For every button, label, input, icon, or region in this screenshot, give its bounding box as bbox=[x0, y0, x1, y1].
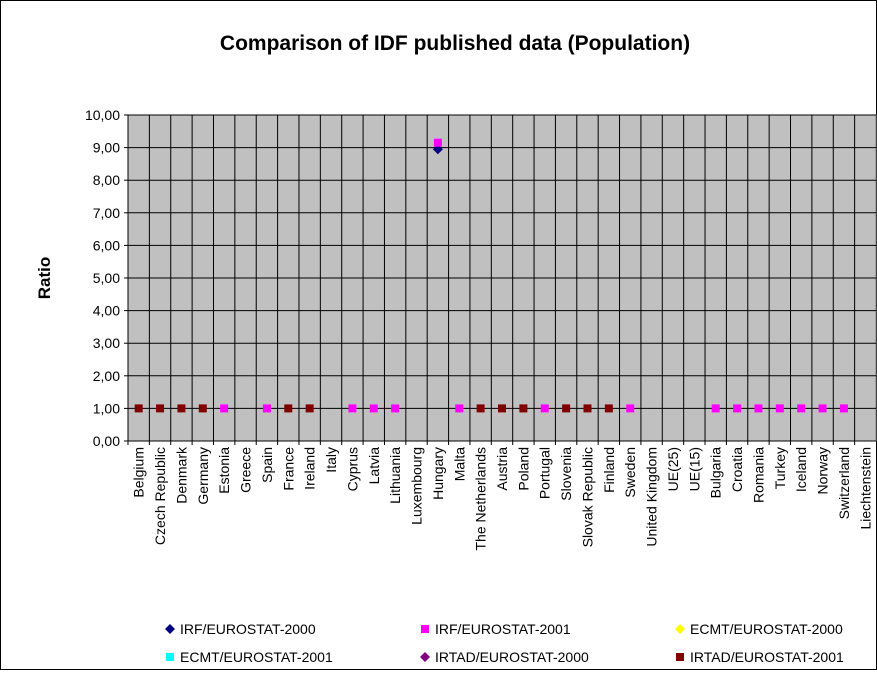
marker bbox=[711, 404, 720, 413]
x-tick-label: Slovenia bbox=[558, 447, 574, 501]
legend-label: IRTAD/EUROSTAT-2001 bbox=[690, 649, 844, 665]
legend-marker bbox=[420, 652, 430, 662]
marker bbox=[498, 404, 506, 413]
x-tick-label: Ireland bbox=[302, 447, 318, 490]
y-tick-label: 6,00 bbox=[93, 237, 120, 253]
legend-label: ECMT/EUROSTAT-2000 bbox=[690, 621, 843, 637]
marker bbox=[519, 404, 528, 413]
marker bbox=[604, 404, 613, 413]
x-tick-label: Croatia bbox=[729, 447, 745, 492]
x-tick-label: Luxembourg bbox=[409, 447, 425, 525]
legend-label: IRF/EUROSTAT-2000 bbox=[180, 621, 316, 637]
x-tick-label: Liechtenstein bbox=[857, 447, 873, 530]
x-tick-label: Turkey bbox=[772, 447, 788, 489]
marker bbox=[754, 404, 763, 413]
marker bbox=[476, 404, 485, 413]
marker bbox=[455, 404, 464, 413]
y-tick-label: 9,00 bbox=[93, 140, 120, 156]
marker bbox=[220, 404, 229, 413]
y-tick-label: 5,00 bbox=[93, 270, 120, 286]
chart-title: Comparison of IDF published data (Popula… bbox=[220, 32, 690, 55]
x-tick-label: UE(25) bbox=[665, 447, 681, 491]
y-tick-label: 10,00 bbox=[85, 107, 120, 123]
y-axis-label: Ratio bbox=[35, 257, 54, 300]
x-tick-label: Austria bbox=[494, 447, 510, 491]
legend-marker bbox=[675, 624, 685, 634]
y-tick-label: 8,00 bbox=[93, 172, 120, 188]
marker bbox=[626, 404, 635, 413]
x-tick-label: Norway bbox=[815, 447, 831, 494]
marker bbox=[432, 144, 443, 155]
x-tick-label: Romania bbox=[750, 447, 766, 503]
marker bbox=[198, 404, 207, 413]
y-tick-label: 1,00 bbox=[93, 400, 120, 416]
marker bbox=[797, 404, 806, 413]
x-tick-label: Latvia bbox=[366, 447, 382, 485]
x-tick-label: Denmark bbox=[173, 446, 189, 504]
marker bbox=[262, 404, 271, 413]
x-tick-label: Lithuania bbox=[387, 447, 403, 504]
marker bbox=[839, 404, 848, 413]
x-tick-label: Slovak Republic bbox=[579, 447, 595, 547]
legend-label: IRF/EUROSTAT-2001 bbox=[435, 621, 571, 637]
x-tick-label: The Netherlands bbox=[473, 447, 489, 551]
x-tick-label: France bbox=[280, 447, 296, 491]
x-tick-label: Bulgaria bbox=[708, 447, 724, 499]
marker bbox=[562, 404, 571, 413]
x-tick-label: Portugal bbox=[537, 447, 553, 499]
legend-label: ECMT/EUROSTAT-2001 bbox=[180, 649, 333, 665]
legend-marker bbox=[166, 653, 174, 661]
x-tick-label: Cyprus bbox=[344, 447, 360, 491]
legend-marker bbox=[676, 653, 684, 661]
marker bbox=[305, 404, 314, 413]
x-tick-label: Hungary bbox=[430, 447, 446, 500]
x-tick-label: Italy bbox=[323, 447, 339, 473]
x-tick-label: Poland bbox=[515, 447, 531, 491]
marker bbox=[818, 404, 827, 413]
y-tick-label: 3,00 bbox=[93, 335, 120, 351]
x-tick-label: Sweden bbox=[622, 447, 638, 498]
y-tick-label: 0,00 bbox=[93, 433, 120, 449]
marker bbox=[348, 404, 357, 413]
x-tick-label: Finland bbox=[601, 447, 617, 493]
y-tick-label: 7,00 bbox=[93, 205, 120, 221]
x-tick-label: United Kingdom bbox=[644, 447, 660, 547]
x-tick-label: Spain bbox=[259, 447, 275, 483]
marker bbox=[134, 404, 143, 413]
marker bbox=[391, 404, 400, 413]
marker bbox=[540, 404, 549, 413]
marker bbox=[156, 404, 165, 413]
marker bbox=[433, 138, 442, 147]
x-tick-label: Iceland bbox=[793, 447, 809, 492]
legend-label: IRTAD/EUROSTAT-2000 bbox=[435, 649, 589, 665]
x-tick-label: Greece bbox=[238, 447, 254, 493]
marker bbox=[284, 404, 293, 413]
y-tick-label: 2,00 bbox=[93, 368, 120, 384]
x-tick-label: Estonia bbox=[216, 447, 232, 494]
x-tick-label: Switzerland bbox=[836, 447, 852, 519]
x-tick-label: Malta bbox=[451, 447, 467, 481]
legend-marker bbox=[421, 625, 429, 633]
marker bbox=[369, 404, 378, 413]
x-tick-label: UE(15) bbox=[686, 447, 702, 491]
marker bbox=[177, 404, 186, 413]
marker bbox=[775, 404, 784, 413]
marker bbox=[583, 404, 592, 413]
x-tick-label: Czech Republic bbox=[152, 447, 168, 545]
legend-marker bbox=[165, 624, 175, 634]
marker bbox=[733, 404, 742, 413]
x-tick-label: Belgium bbox=[131, 447, 147, 498]
y-tick-label: 4,00 bbox=[93, 303, 120, 319]
x-tick-label: Germany bbox=[195, 447, 211, 505]
